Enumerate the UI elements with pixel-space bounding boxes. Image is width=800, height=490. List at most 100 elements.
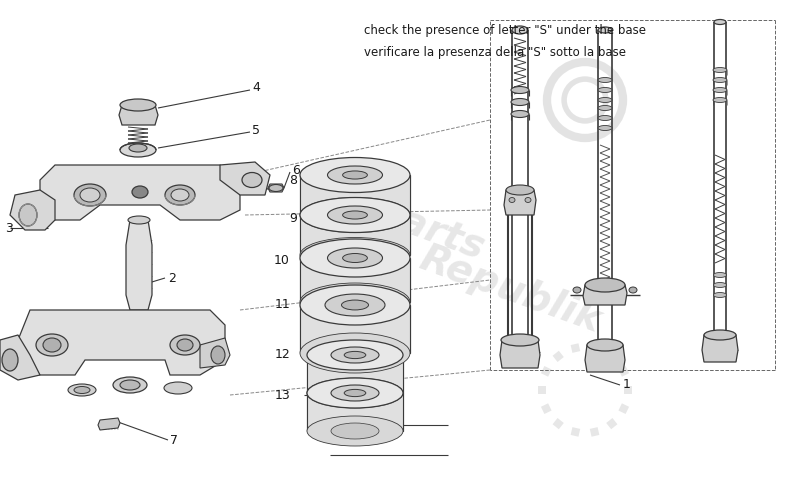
Text: 5: 5 [252, 124, 260, 138]
Ellipse shape [36, 334, 68, 356]
Text: 11: 11 [274, 298, 290, 312]
Ellipse shape [269, 185, 283, 192]
Ellipse shape [164, 382, 192, 394]
Bar [590, 427, 599, 437]
Ellipse shape [177, 339, 193, 351]
Polygon shape [10, 190, 55, 230]
Ellipse shape [325, 294, 385, 316]
Ellipse shape [713, 88, 727, 93]
Bar [553, 351, 564, 362]
Ellipse shape [573, 287, 581, 293]
Ellipse shape [585, 278, 625, 292]
Ellipse shape [598, 27, 612, 33]
Ellipse shape [331, 423, 379, 439]
Ellipse shape [307, 416, 403, 446]
Text: 3: 3 [5, 221, 13, 235]
Ellipse shape [511, 98, 529, 105]
Text: check the presence of letter "S" under the base: check the presence of letter "S" under t… [364, 24, 646, 37]
Text: 6: 6 [292, 164, 300, 176]
Ellipse shape [300, 333, 410, 373]
Ellipse shape [509, 197, 515, 202]
Bar [300, 258, 410, 302]
Ellipse shape [43, 338, 61, 352]
Ellipse shape [327, 246, 382, 264]
Polygon shape [0, 335, 40, 380]
Ellipse shape [300, 197, 410, 232]
Bar [307, 393, 403, 431]
Ellipse shape [704, 330, 736, 340]
Ellipse shape [342, 171, 367, 179]
Ellipse shape [171, 189, 189, 201]
Ellipse shape [501, 334, 539, 346]
Ellipse shape [211, 346, 225, 364]
Ellipse shape [714, 293, 726, 297]
Text: 1: 1 [623, 378, 631, 392]
Ellipse shape [327, 206, 382, 224]
Ellipse shape [714, 20, 726, 25]
Polygon shape [702, 335, 738, 362]
Ellipse shape [128, 216, 150, 224]
Polygon shape [268, 184, 284, 192]
Ellipse shape [170, 335, 200, 355]
Ellipse shape [132, 186, 148, 198]
Bar [590, 343, 599, 353]
Bar [541, 366, 551, 377]
Ellipse shape [714, 272, 726, 277]
Bar [606, 351, 618, 362]
Ellipse shape [327, 292, 382, 312]
Text: 12: 12 [274, 348, 290, 362]
Ellipse shape [511, 87, 529, 94]
Ellipse shape [113, 377, 147, 393]
Text: 8: 8 [289, 173, 297, 187]
Ellipse shape [511, 111, 529, 118]
Ellipse shape [344, 390, 366, 396]
Ellipse shape [307, 378, 403, 408]
Ellipse shape [80, 188, 100, 202]
Polygon shape [119, 105, 158, 125]
Bar [618, 366, 629, 377]
Ellipse shape [344, 351, 366, 359]
Ellipse shape [342, 211, 367, 219]
Ellipse shape [327, 248, 382, 268]
Bar [570, 427, 580, 437]
Polygon shape [504, 190, 536, 215]
Ellipse shape [713, 68, 727, 73]
Text: 4: 4 [252, 81, 260, 95]
Text: Parts: Parts [370, 193, 490, 267]
Bar [618, 403, 629, 414]
Polygon shape [18, 310, 225, 375]
Polygon shape [200, 338, 230, 368]
Ellipse shape [129, 144, 147, 152]
Ellipse shape [598, 105, 612, 111]
Ellipse shape [300, 197, 410, 232]
Ellipse shape [512, 26, 528, 34]
Bar [624, 386, 632, 394]
Ellipse shape [713, 98, 727, 102]
Polygon shape [40, 165, 240, 220]
Ellipse shape [165, 185, 195, 205]
Ellipse shape [300, 285, 410, 325]
Ellipse shape [512, 346, 528, 354]
Polygon shape [585, 345, 625, 372]
Bar [300, 305, 410, 353]
Bar [300, 215, 410, 255]
Ellipse shape [598, 125, 612, 130]
Ellipse shape [2, 349, 18, 371]
Polygon shape [583, 285, 627, 305]
Ellipse shape [506, 185, 534, 195]
Ellipse shape [713, 77, 727, 82]
Ellipse shape [598, 98, 612, 102]
Ellipse shape [598, 362, 612, 368]
Polygon shape [98, 418, 120, 430]
Bar [538, 386, 546, 394]
Ellipse shape [242, 172, 262, 188]
Ellipse shape [525, 197, 531, 202]
Text: 9: 9 [289, 212, 297, 224]
Ellipse shape [307, 378, 403, 408]
Ellipse shape [598, 88, 612, 93]
Ellipse shape [714, 283, 726, 288]
Ellipse shape [587, 339, 623, 351]
Text: verificare la presenza della "S" sotto la base: verificare la presenza della "S" sotto l… [364, 47, 626, 59]
Ellipse shape [300, 239, 410, 277]
Bar [553, 418, 564, 429]
